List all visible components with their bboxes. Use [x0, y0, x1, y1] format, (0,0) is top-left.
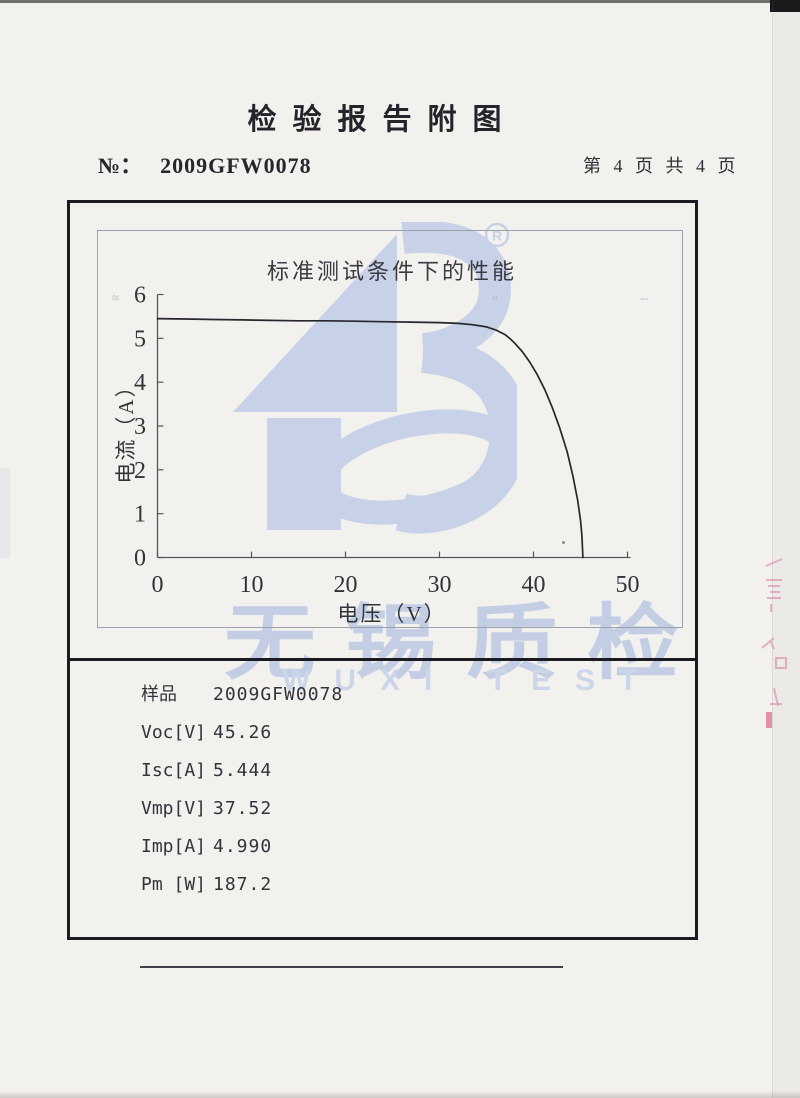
report-outer-frame [67, 200, 698, 940]
parameter-value: 45.26 [213, 722, 273, 743]
scan-bottom-shadow [0, 1091, 800, 1098]
scan-speck [562, 541, 565, 544]
parameter-label: Vmp[V] [141, 798, 207, 819]
table-row: Voc[V] 45.26 [141, 714, 561, 752]
parameter-label: Imp[A] [141, 836, 207, 857]
chart-frame [97, 230, 683, 628]
pencil-mark: « [492, 289, 499, 304]
section-divider-line [67, 658, 698, 661]
signature-line [140, 966, 563, 968]
page-indicator: 第 4 页 共 4 页 [583, 156, 740, 176]
watermark-chinese-text: 无锡质检 [224, 598, 708, 689]
parameter-label: Pm [W] [141, 874, 207, 895]
parameter-label: 样品 [141, 684, 177, 705]
parameter-label: Isc[A] [141, 760, 207, 781]
table-row: Vmp[V] 37.52 [141, 790, 561, 828]
parameter-value: 37.52 [213, 798, 273, 819]
parameter-value: 5.444 [213, 760, 273, 781]
parameter-value: 2009GFW0078 [213, 684, 344, 705]
parameter-value: 187.2 [213, 874, 273, 895]
document-title: 检验报告附图 [247, 104, 518, 136]
report-number-label: №： [98, 153, 143, 178]
chart-title: 标准测试条件下的性能 [266, 259, 517, 284]
parameter-value: 4.990 [213, 836, 273, 857]
pencil-mark: ≈ [112, 290, 120, 305]
ink-bleed-artifact [0, 468, 10, 558]
table-row: Imp[A] 4.990 [141, 828, 561, 866]
parameter-label: Voc[V] [141, 722, 207, 743]
table-row: Pm [W] 187.2 [141, 866, 561, 904]
table-row: 样品 2009GFW0078 [141, 676, 561, 714]
pencil-mark: -- [640, 290, 649, 305]
report-number-value: 2009GFW0078 [160, 153, 312, 178]
x-axis-label: 电压（V） [337, 602, 447, 626]
y-axis-label: 电流（A） [114, 374, 138, 484]
scan-top-edge [0, 0, 800, 3]
results-table: 样品 2009GFW0078 Voc[V] 45.26 Isc[A] 5.444… [141, 676, 561, 904]
scan-corner-artifact [770, 0, 800, 12]
watermark-english-text: WUXI TEST [282, 664, 662, 697]
report-number: №： 2009GFW0078 [98, 148, 312, 180]
page-right-edge [772, 0, 800, 1098]
registered-trademark-icon: R [492, 228, 502, 244]
table-row: Isc[A] 5.444 [141, 752, 561, 790]
